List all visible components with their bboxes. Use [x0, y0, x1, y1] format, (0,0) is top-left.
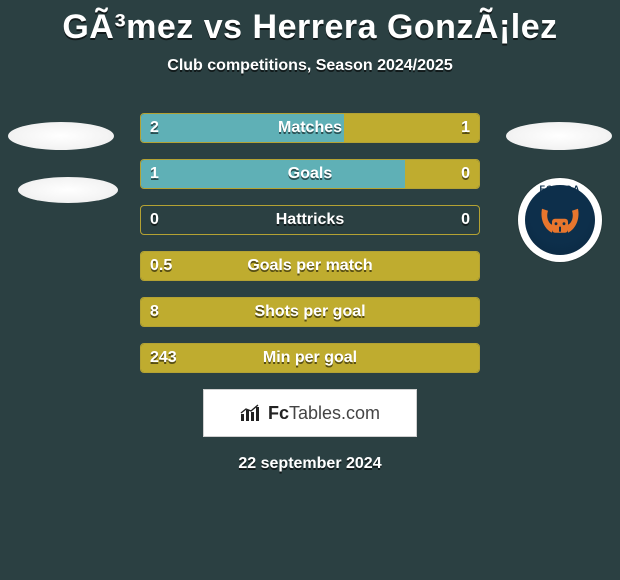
stat-track: [140, 343, 480, 373]
comparison-chart: 2Matches1 1Goals0 0Hattricks0 0.5Goals per …: [0, 113, 620, 373]
stat-row: 0.5Goals per match: [0, 251, 620, 281]
brand-link[interactable]: FcTables.com: [0, 389, 620, 437]
brand-badge: FcTables.com: [203, 389, 417, 437]
stat-row: 2Matches1: [0, 113, 620, 143]
stat-track: [140, 159, 480, 189]
brand-text-bold: Fc: [268, 403, 289, 424]
stat-value-right: 0: [461, 159, 470, 189]
stat-value-right: 0: [461, 205, 470, 235]
stat-value-left: 8: [150, 297, 159, 327]
stat-value-left: 2: [150, 113, 159, 143]
page-subtitle: Club competitions, Season 2024/2025: [0, 57, 620, 75]
stat-track: [140, 251, 480, 281]
stat-value-left: 243: [150, 343, 177, 373]
brand-text-light: Tables.com: [289, 403, 380, 424]
brand-chart-icon: [240, 404, 262, 422]
comparison-infographic: GÃ³mez vs Herrera GonzÃ¡lez Club competi…: [0, 0, 620, 580]
stat-value-left: 0.5: [150, 251, 172, 281]
stat-bar-left: [141, 160, 405, 188]
stat-value-right: 1: [461, 113, 470, 143]
stat-row: 1Goals0: [0, 159, 620, 189]
date-text: 22 september 2024: [0, 455, 620, 473]
stat-bar-left: [141, 114, 344, 142]
stat-bar-full: [141, 344, 479, 372]
stat-row: 8Shots per goal: [0, 297, 620, 327]
stat-row: 243Min per goal: [0, 343, 620, 373]
stat-track: [140, 113, 480, 143]
page-title: GÃ³mez vs Herrera GonzÃ¡lez: [0, 8, 620, 47]
stat-track: [140, 205, 480, 235]
stat-bar-right: [344, 114, 479, 142]
stat-track: [140, 297, 480, 327]
stat-row: 0Hattricks0: [0, 205, 620, 235]
stat-bar-full: [141, 252, 479, 280]
stat-value-left: 0: [150, 205, 159, 235]
stat-bar-full: [141, 298, 479, 326]
stat-value-left: 1: [150, 159, 159, 189]
